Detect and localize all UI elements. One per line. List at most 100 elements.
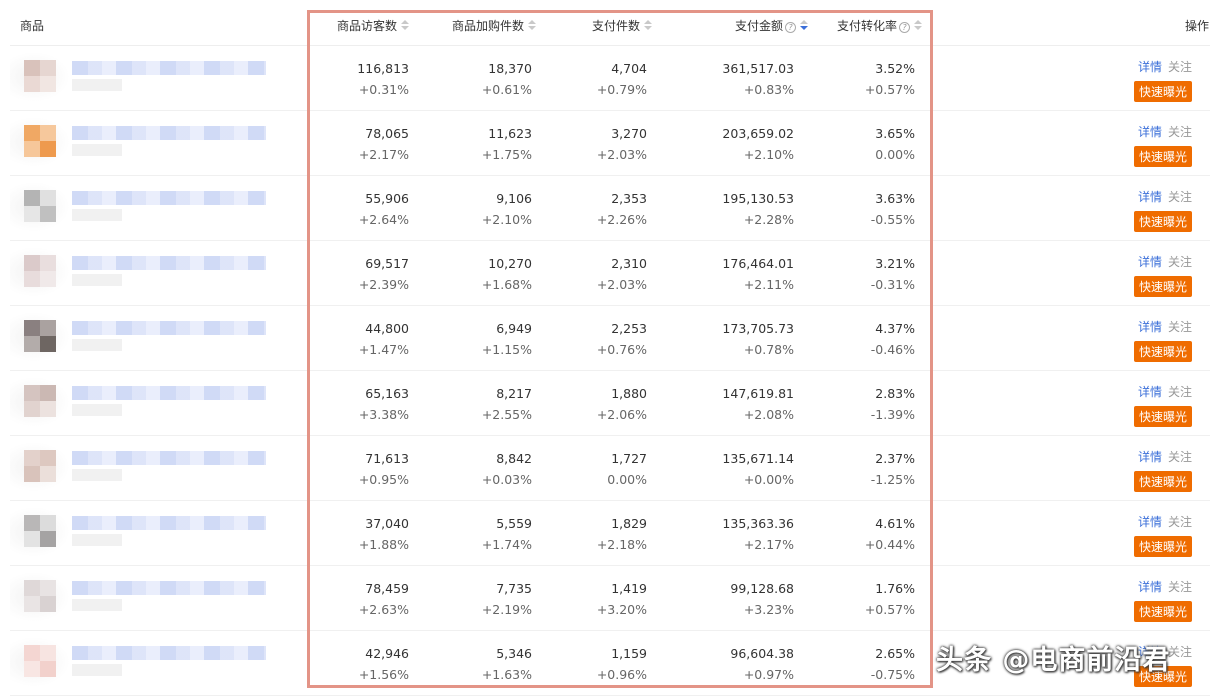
cell-add-cart: 11,623 +1.75% xyxy=(482,111,532,165)
product-title-blurred[interactable] xyxy=(72,386,266,400)
quick-exposure-button[interactable]: 快速曝光 xyxy=(1133,341,1192,362)
product-title-blurred[interactable] xyxy=(72,191,266,205)
sort-icon[interactable] xyxy=(401,20,409,32)
product-thumbnail[interactable] xyxy=(24,645,56,677)
thumbnail-tile xyxy=(24,515,40,531)
cell-add-cart: 5,559 +1.74% xyxy=(482,501,532,555)
table-row: 78,459 +2.63% 7,735 +2.19% 1,419 +3.20% 99,128… xyxy=(10,566,1210,631)
product-title-blurred[interactable] xyxy=(72,256,266,270)
product-title-blurred[interactable] xyxy=(72,126,266,140)
product-thumbnail[interactable] xyxy=(24,320,56,352)
thumbnail-tile xyxy=(24,76,40,92)
follow-link[interactable]: 关注 xyxy=(1167,190,1192,204)
product-title-blurred[interactable] xyxy=(72,646,266,660)
detail-link[interactable]: 详情 xyxy=(1137,60,1162,74)
follow-link[interactable]: 关注 xyxy=(1167,580,1192,594)
detail-link[interactable]: 详情 xyxy=(1137,125,1162,139)
detail-link[interactable]: 详情 xyxy=(1137,190,1162,204)
cell-visitors: 42,946 +1.56% xyxy=(359,631,409,685)
detail-link[interactable]: 详情 xyxy=(1137,385,1162,399)
quick-exposure-button[interactable]: 快速曝光 xyxy=(1133,146,1192,167)
sort-icon[interactable] xyxy=(528,20,536,32)
detail-link[interactable]: 详情 xyxy=(1137,255,1162,269)
product-title-blurred[interactable] xyxy=(72,61,266,75)
product-title-blurred[interactable] xyxy=(72,321,266,335)
follow-link[interactable]: 关注 xyxy=(1167,320,1192,334)
header-pay-items-label: 支付件数 xyxy=(591,19,640,33)
add-cart-change: +0.61% xyxy=(481,82,532,97)
quick-exposure-button[interactable]: 快速曝光 xyxy=(1133,601,1192,622)
add-cart-change: +1.75% xyxy=(481,147,532,162)
thumbnail-tile xyxy=(40,466,56,482)
thumbnail-tile xyxy=(40,645,56,661)
quick-exposure-button[interactable]: 快速曝光 xyxy=(1133,211,1192,232)
header-pay-amount[interactable]: 支付金额? xyxy=(735,17,808,34)
follow-link[interactable]: 关注 xyxy=(1167,515,1192,529)
follow-link[interactable]: 关注 xyxy=(1167,60,1192,74)
help-icon[interactable]: ? xyxy=(785,22,796,33)
product-thumbnail[interactable] xyxy=(24,580,56,612)
sort-icon[interactable] xyxy=(914,20,922,32)
product-thumbnail[interactable] xyxy=(24,515,56,547)
detail-link[interactable]: 详情 xyxy=(1137,580,1162,594)
header-add-cart[interactable]: 商品加购件数 xyxy=(452,17,536,34)
cell-conversion: 1.76% +0.57% xyxy=(865,566,915,620)
pay-amount-change: +2.10% xyxy=(743,147,794,162)
help-icon[interactable]: ? xyxy=(899,22,910,33)
header-visitors[interactable]: 商品访客数 xyxy=(337,17,409,34)
row-operations: 详情 关注快速曝光 xyxy=(1122,511,1192,557)
follow-link[interactable]: 关注 xyxy=(1167,385,1192,399)
quick-exposure-button[interactable]: 快速曝光 xyxy=(1133,666,1192,687)
product-thumbnail[interactable] xyxy=(24,190,56,222)
thumbnail-tile xyxy=(40,271,56,287)
add-cart-value: 11,623 xyxy=(488,126,532,141)
product-title-blurred[interactable] xyxy=(72,451,266,465)
conversion-value: 2.83% xyxy=(875,386,915,401)
thumbnail-tile xyxy=(24,466,40,482)
product-thumbnail[interactable] xyxy=(24,60,56,92)
thumbnail-tile xyxy=(24,401,40,417)
pay-items-value: 2,253 xyxy=(611,321,647,336)
pay-items-value: 1,880 xyxy=(611,386,647,401)
product-title-blurred[interactable] xyxy=(72,516,266,530)
quick-exposure-button[interactable]: 快速曝光 xyxy=(1133,471,1192,492)
cell-pay-items: 1,159 +0.96% xyxy=(597,631,647,685)
detail-link[interactable]: 详情 xyxy=(1137,450,1162,464)
thumbnail-tile xyxy=(24,336,40,352)
table-body: 116,813 +0.31% 18,370 +0.61% 4,704 +0.79% 361,… xyxy=(10,46,1210,696)
pay-items-change: +2.18% xyxy=(596,537,647,552)
cell-pay-items: 1,419 +3.20% xyxy=(597,566,647,620)
conversion-change: -0.46% xyxy=(870,342,915,357)
product-title-blurred[interactable] xyxy=(72,581,266,595)
header-conversion[interactable]: 支付转化率? xyxy=(837,17,922,34)
detail-link[interactable]: 详情 xyxy=(1137,515,1162,529)
quick-exposure-button[interactable]: 快速曝光 xyxy=(1133,81,1192,102)
conversion-value: 3.65% xyxy=(875,126,915,141)
product-thumbnail[interactable] xyxy=(24,385,56,417)
product-thumbnail[interactable] xyxy=(24,255,56,287)
sort-icon[interactable] xyxy=(644,20,652,32)
conversion-value: 3.21% xyxy=(875,256,915,271)
row-operations: 详情 关注快速曝光 xyxy=(1122,641,1192,687)
follow-link[interactable]: 关注 xyxy=(1167,450,1192,464)
detail-link[interactable]: 详情 xyxy=(1137,320,1162,334)
visitors-change: +1.47% xyxy=(358,342,409,357)
follow-link[interactable]: 关注 xyxy=(1167,125,1192,139)
follow-link[interactable]: 关注 xyxy=(1167,645,1192,659)
header-pay-items[interactable]: 支付件数 xyxy=(592,17,652,34)
quick-exposure-button[interactable]: 快速曝光 xyxy=(1133,406,1192,427)
header-conversion-label: 支付转化率 xyxy=(836,19,897,33)
product-thumbnail[interactable] xyxy=(24,450,56,482)
detail-link[interactable]: 详情 xyxy=(1137,645,1162,659)
pay-items-change: +0.79% xyxy=(596,82,647,97)
add-cart-value: 6,949 xyxy=(496,321,532,336)
row-operations: 详情 关注快速曝光 xyxy=(1122,446,1192,492)
sort-desc-icon[interactable] xyxy=(800,20,808,32)
thumbnail-tile xyxy=(40,255,56,271)
thumbnail-tile xyxy=(40,206,56,222)
pay-items-value: 1,159 xyxy=(611,646,647,661)
quick-exposure-button[interactable]: 快速曝光 xyxy=(1133,536,1192,557)
quick-exposure-button[interactable]: 快速曝光 xyxy=(1133,276,1192,297)
product-thumbnail[interactable] xyxy=(24,125,56,157)
follow-link[interactable]: 关注 xyxy=(1167,255,1192,269)
